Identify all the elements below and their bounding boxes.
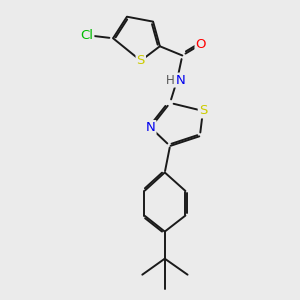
Text: N: N: [176, 74, 186, 87]
Text: N: N: [146, 121, 155, 134]
Text: S: S: [199, 104, 207, 117]
Text: H: H: [166, 74, 175, 87]
Text: S: S: [136, 54, 145, 67]
Text: O: O: [196, 38, 206, 51]
Text: Cl: Cl: [80, 29, 93, 42]
